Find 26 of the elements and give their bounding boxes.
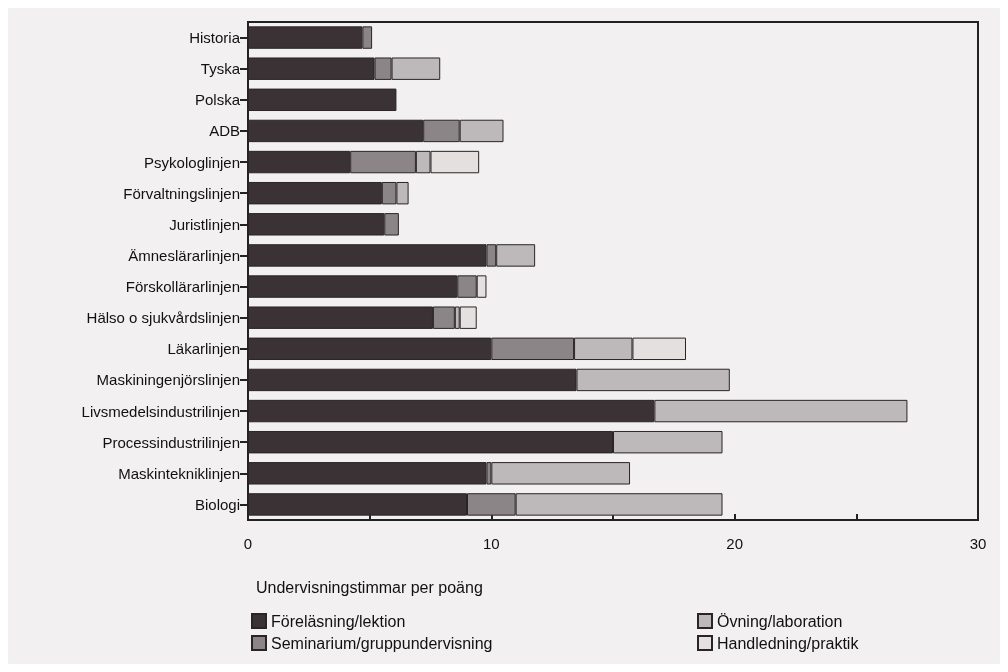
x-tick-label: 0: [243, 535, 253, 552]
y-tick-label: Livsmedelsindustrilinjen: [81, 402, 240, 420]
y-tick-label: Läkarlinjen: [167, 340, 240, 358]
y-tick-label: Förvaltningslinjen: [123, 184, 240, 202]
y-tick-label: Hälso o sjukvårdslinjen: [86, 309, 240, 327]
y-tick-label: Polska: [194, 91, 241, 109]
y-tick-label: Förskollärarlinjen: [125, 278, 240, 296]
legend-label: Föreläsning/lektion: [271, 612, 406, 630]
y-tick-label: Processindustrilinjen: [102, 433, 240, 451]
y-tick-label: Biologi: [194, 495, 240, 513]
x-tick-label: 30: [969, 535, 987, 552]
y-tick-label: Juristlinjen: [169, 215, 240, 233]
y-tick-label: ADB: [209, 122, 240, 140]
bar: [459, 306, 477, 329]
x-axis-title: Undervisningstimmar per poäng: [256, 578, 483, 596]
y-tick-label: Maskiningenjörslinjen: [96, 371, 240, 389]
y-tick-label: Tyska: [200, 60, 241, 78]
x-tick-label: 20: [726, 535, 744, 552]
y-tick-label: Maskintekniklinjen: [118, 464, 240, 482]
legend-label: Övning/laboration: [717, 612, 843, 630]
legend-label: Seminarium/gruppundervisning: [271, 634, 493, 652]
x-tick-label: 10: [482, 535, 500, 552]
y-tick-label: Ämneslärarlinjen: [128, 246, 240, 264]
legend-label: Handledning/praktik: [717, 634, 860, 652]
y-tick-label: Psykologlinjen: [144, 153, 240, 171]
y-tick-label: Historia: [189, 29, 241, 47]
